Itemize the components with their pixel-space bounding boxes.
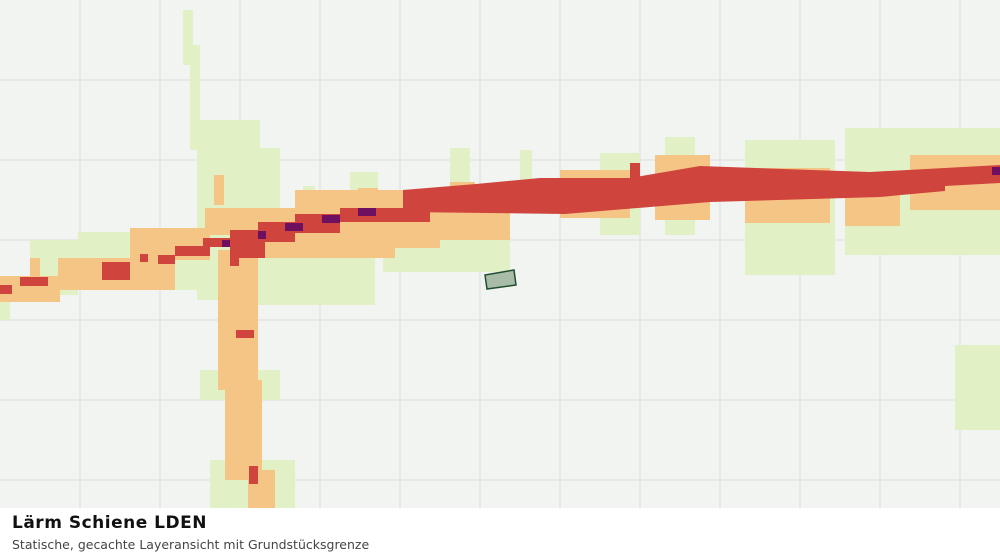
subtitle: Statische, gecachte Layeransicht mit Gru… (12, 537, 370, 552)
noise-high (0, 163, 1000, 484)
parcel-boundary (484, 269, 517, 290)
title: Lärm Schiene LDEN (12, 513, 207, 533)
noise-very-high (222, 167, 1000, 247)
caption: Lärm Schiene LDEN Statische, gecachte La… (0, 508, 1000, 560)
